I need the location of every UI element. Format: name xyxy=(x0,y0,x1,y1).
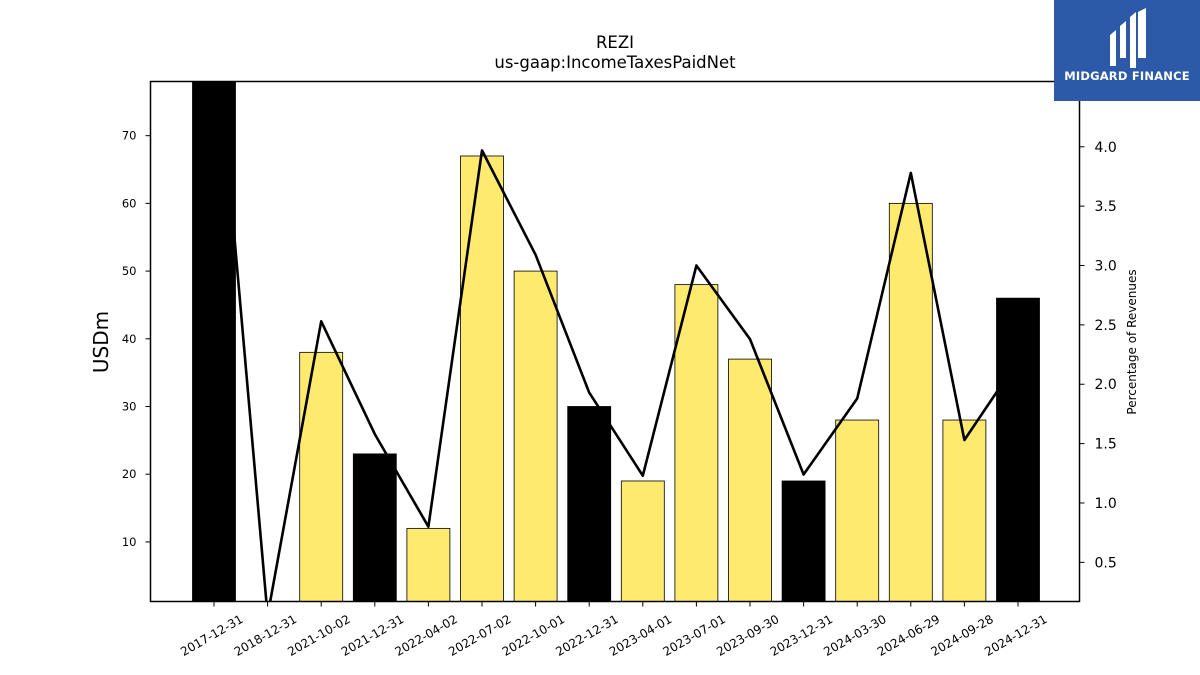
y-right-tick-label: 2.5 xyxy=(1095,318,1117,334)
y-tick-label: 20 xyxy=(122,467,137,481)
y-tick-label: 10 xyxy=(122,535,137,549)
y-right-tick-label: 4.0 xyxy=(1095,140,1117,156)
bar-2022-04-02 xyxy=(406,527,451,602)
y-axis-right-label: Percentage of Revenues xyxy=(1125,269,1139,414)
y-tick-label: 70 xyxy=(122,129,137,143)
logo-text: MIDGARD FINANCE xyxy=(1064,69,1190,83)
y-right-tick-label: 3.0 xyxy=(1095,259,1117,275)
bar-2022-10-01 xyxy=(513,270,558,602)
y-right-tick-label: 0.5 xyxy=(1095,555,1117,571)
bar-2022-12-31 xyxy=(567,406,612,602)
bar-2021-12-31 xyxy=(352,453,397,602)
bar-2023-09-30 xyxy=(728,358,772,602)
y-tick-label: 50 xyxy=(122,264,137,278)
bar-2023-04-01 xyxy=(620,480,665,602)
y-tick-label: 60 xyxy=(122,196,137,210)
y-right-tick-label: 3.5 xyxy=(1095,199,1117,215)
percentage-of-revenues-line xyxy=(219,81,1020,602)
bar-2024-12-31 xyxy=(996,297,1040,602)
midgard-finance-logo: MIDGARD FINANCE xyxy=(1054,0,1200,101)
midgard-logo-icon xyxy=(1110,8,1146,68)
chart-title: REZI xyxy=(596,33,634,52)
bar-2023-12-31 xyxy=(781,480,826,602)
y-right-tick-label: 1.5 xyxy=(1095,437,1117,453)
y-axis-label: USDm xyxy=(89,311,113,373)
bar-2017-12-31 xyxy=(192,81,236,602)
y-tick-label: 40 xyxy=(122,332,137,346)
bar-2022-07-02 xyxy=(460,155,504,602)
chart-subtitle: us-gaap:IncomeTaxesPaidNet xyxy=(494,53,736,72)
bar-2021-10-02 xyxy=(299,351,344,602)
y-right-tick-label: 1.0 xyxy=(1095,496,1117,512)
y-tick-label: 30 xyxy=(122,400,137,414)
bar-2024-09-28 xyxy=(942,419,987,602)
bar-2023-07-01 xyxy=(674,284,719,602)
bar-2024-03-30 xyxy=(835,419,880,602)
y-right-tick-label: 2.0 xyxy=(1095,377,1117,393)
plot-frame xyxy=(149,80,1081,603)
bar-2024-06-29 xyxy=(888,202,933,602)
